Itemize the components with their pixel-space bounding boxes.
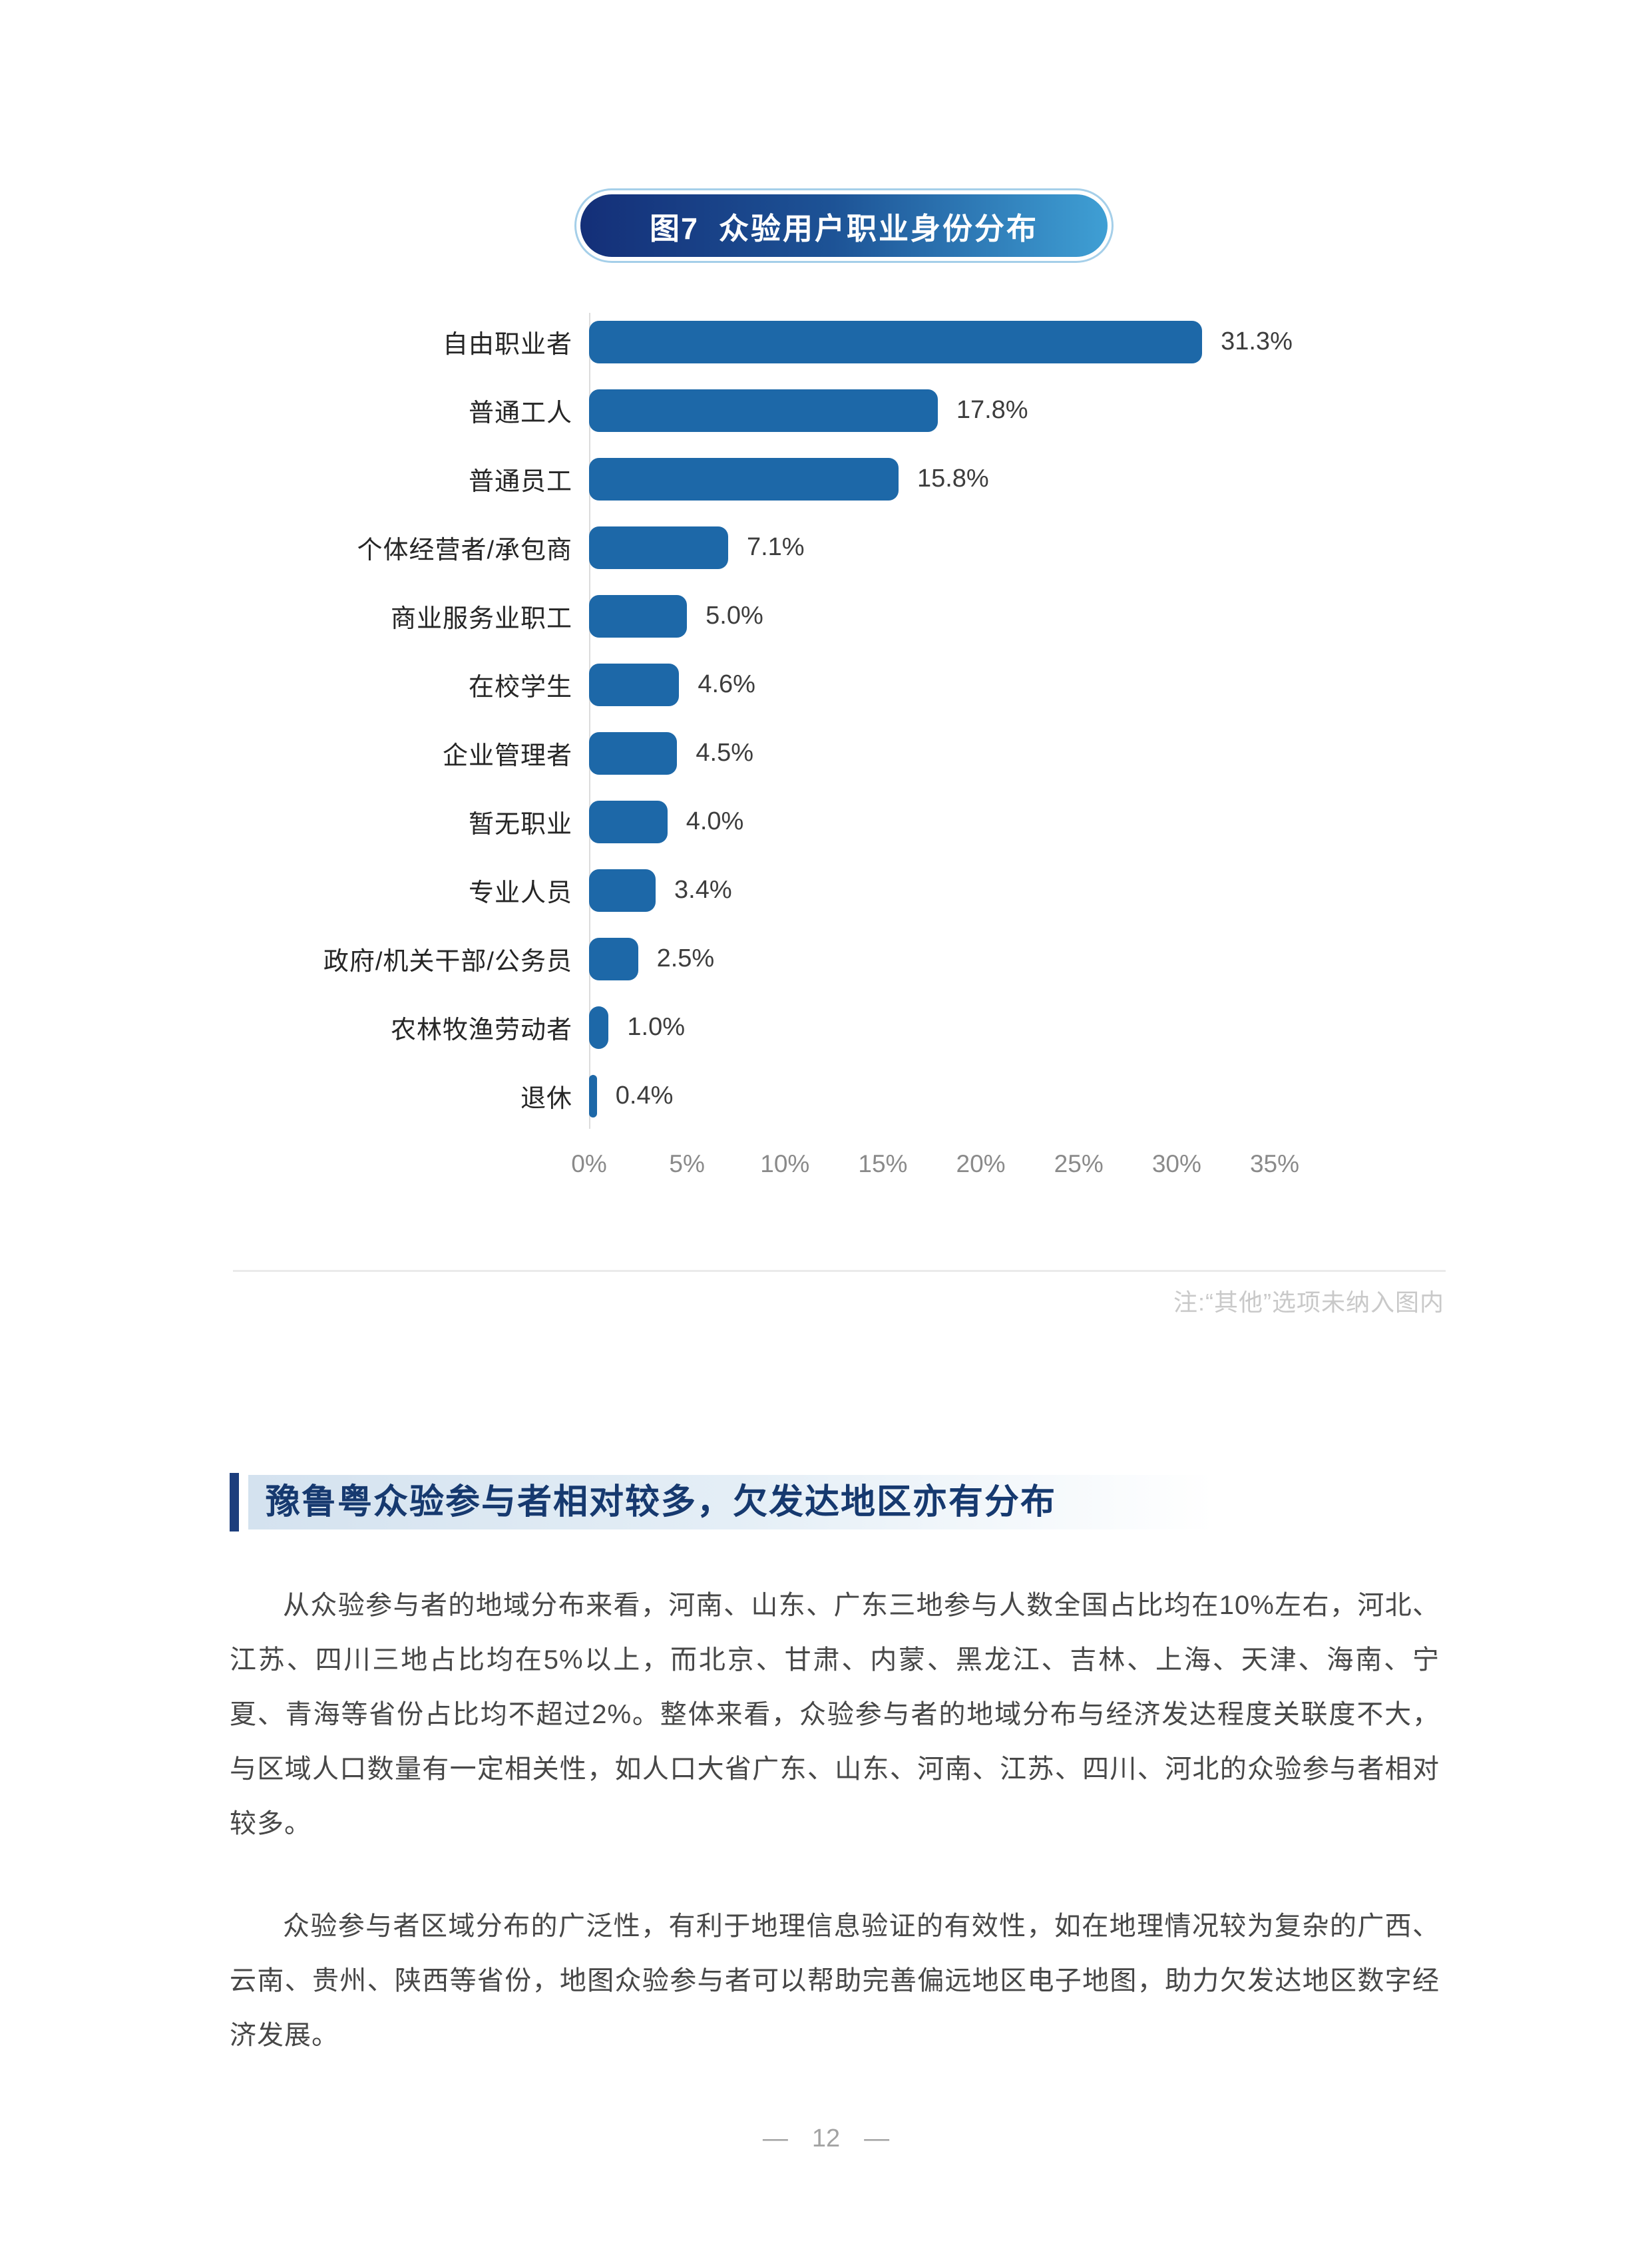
chart-row: 退休 0.4% (230, 1062, 1428, 1130)
body-text: 从众验参与者的地域分布来看，河南、山东、广东三地参与人数全国占比均在10%左右，… (230, 1578, 1440, 2063)
category-label: 普通工人 (468, 399, 572, 427)
value-label: 7.1% (746, 533, 805, 561)
bar (589, 457, 899, 501)
bar-track: 17.8% (589, 389, 1428, 432)
bar (589, 663, 680, 706)
bar-track: 31.3% (589, 320, 1428, 363)
chart-plot-area: 自由职业者 31.3% 普通工人 17.8% 普通员工 15.8% 个体经营者/承包商 7.1… (230, 307, 1428, 1130)
value-label: 0.4% (615, 1082, 674, 1110)
value-label: 3.4% (674, 876, 732, 904)
chart-row: 在校学生 4.6% (230, 650, 1428, 719)
bar-track: 3.4% (589, 869, 1428, 912)
bar (589, 526, 728, 569)
chart-row: 企业管理者 4.5% (230, 719, 1428, 787)
bar-track: 0.4% (589, 1074, 1428, 1118)
chart-row: 商业服务业职工 5.0% (230, 582, 1428, 650)
figure-number-label: 图7 (649, 211, 699, 246)
section-heading: 豫鲁粤众验参与者相对较多，欠发达地区亦有分布 (230, 1473, 1428, 1531)
chart-row: 个体经营者/承包商 7.1% (230, 513, 1428, 582)
bar (589, 731, 678, 775)
chart-row: 普通员工 15.8% (230, 445, 1428, 513)
bar (589, 1006, 609, 1049)
body-paragraph: 从众验参与者的地域分布来看，河南、山东、广东三地参与人数全国占比均在10%左右，… (230, 1591, 1440, 1838)
value-label: 4.6% (698, 670, 755, 698)
category-label: 企业管理者 (442, 742, 572, 770)
category-label: 农林牧渔劳动者 (390, 1016, 572, 1044)
category-label: 暂无职业 (468, 811, 572, 839)
value-label: 4.5% (696, 739, 754, 767)
bar-track: 4.6% (589, 663, 1428, 706)
bar-track: 15.8% (589, 457, 1428, 501)
figure-title-text: 众验用户职业身份分布 (719, 211, 1039, 246)
value-label: 17.8% (956, 396, 1028, 424)
category-label: 商业服务业职工 (390, 605, 572, 633)
value-label: 15.8% (917, 465, 989, 493)
bar (589, 937, 638, 980)
y-axis-line (589, 313, 590, 1129)
bar (589, 594, 688, 638)
category-label: 自由职业者 (442, 331, 572, 359)
x-axis-tick-label: 10% (760, 1150, 810, 1177)
category-label: 个体经营者/承包商 (357, 536, 572, 564)
value-label: 1.0% (627, 1013, 686, 1041)
bar (589, 869, 656, 912)
value-label: 2.5% (656, 944, 715, 972)
section-heading-text: 豫鲁粤众验参与者相对较多，欠发达地区亦有分布 (266, 1483, 1057, 1522)
heading-background-band: 豫鲁粤众验参与者相对较多，欠发达地区亦有分布 (248, 1475, 1215, 1529)
chart-row: 普通工人 17.8% (230, 376, 1428, 445)
category-label: 退休 (520, 1085, 572, 1113)
category-label: 在校学生 (468, 674, 572, 702)
footer-dash: — (864, 2125, 890, 2152)
category-label: 普通员工 (468, 468, 572, 496)
bar-track: 4.5% (589, 731, 1428, 775)
footer-dash: — (762, 2125, 788, 2152)
category-label: 专业人员 (468, 879, 572, 907)
x-axis-tick-label: 25% (1054, 1150, 1104, 1177)
chart-note: 注:“其他”选项未纳入图内 (1173, 1289, 1444, 1316)
figure-title-badge: 图7 众验用户职业身份分布 (580, 194, 1108, 257)
value-label: 31.3% (1221, 327, 1293, 355)
bar-track: 4.0% (589, 800, 1428, 843)
bar-track: 7.1% (589, 526, 1428, 569)
bar-track: 1.0% (589, 1006, 1428, 1049)
chart-row: 暂无职业 4.0% (230, 787, 1428, 856)
x-axis-tick-label: 30% (1151, 1150, 1201, 1177)
bar (589, 800, 668, 843)
bar-track: 2.5% (589, 937, 1428, 980)
occupation-bar-chart: 自由职业者 31.3% 普通工人 17.8% 普通员工 15.8% 个体经营者/承包商 7.1… (230, 307, 1428, 1183)
heading-accent-bar (230, 1473, 239, 1531)
bar-track: 5.0% (589, 594, 1428, 638)
x-axis-tick-label: 35% (1249, 1150, 1300, 1177)
page-number: 12 (811, 2125, 841, 2152)
x-axis-tick-label: 15% (858, 1150, 908, 1177)
chart-row: 农林牧渔劳动者 1.0% (230, 993, 1428, 1062)
x-axis: 0% 5% 10% 15% 20% 25% 30% 35% (230, 1150, 1428, 1183)
value-label: 5.0% (706, 602, 763, 630)
body-paragraph: 众验参与者区域分布的广泛性，有利于地理信息验证的有效性，如在地理情况较为复杂的广… (230, 1912, 1440, 2050)
x-axis-tick-label: 20% (956, 1150, 1006, 1177)
chart-row: 专业人员 3.4% (230, 856, 1428, 924)
value-label: 4.0% (686, 807, 744, 835)
x-axis-tick-label: 5% (669, 1150, 705, 1177)
bar (589, 389, 938, 432)
page-footer: — 12 — (0, 2125, 1652, 2153)
chart-row: 政府/机关干部/公务员 2.5% (230, 924, 1428, 993)
note-divider-line (233, 1270, 1446, 1272)
category-label: 政府/机关干部/公务员 (323, 948, 572, 976)
bar (589, 320, 1203, 363)
bar (589, 1074, 597, 1118)
x-axis-tick-label: 0% (571, 1150, 607, 1177)
chart-row: 自由职业者 31.3% (230, 307, 1428, 376)
